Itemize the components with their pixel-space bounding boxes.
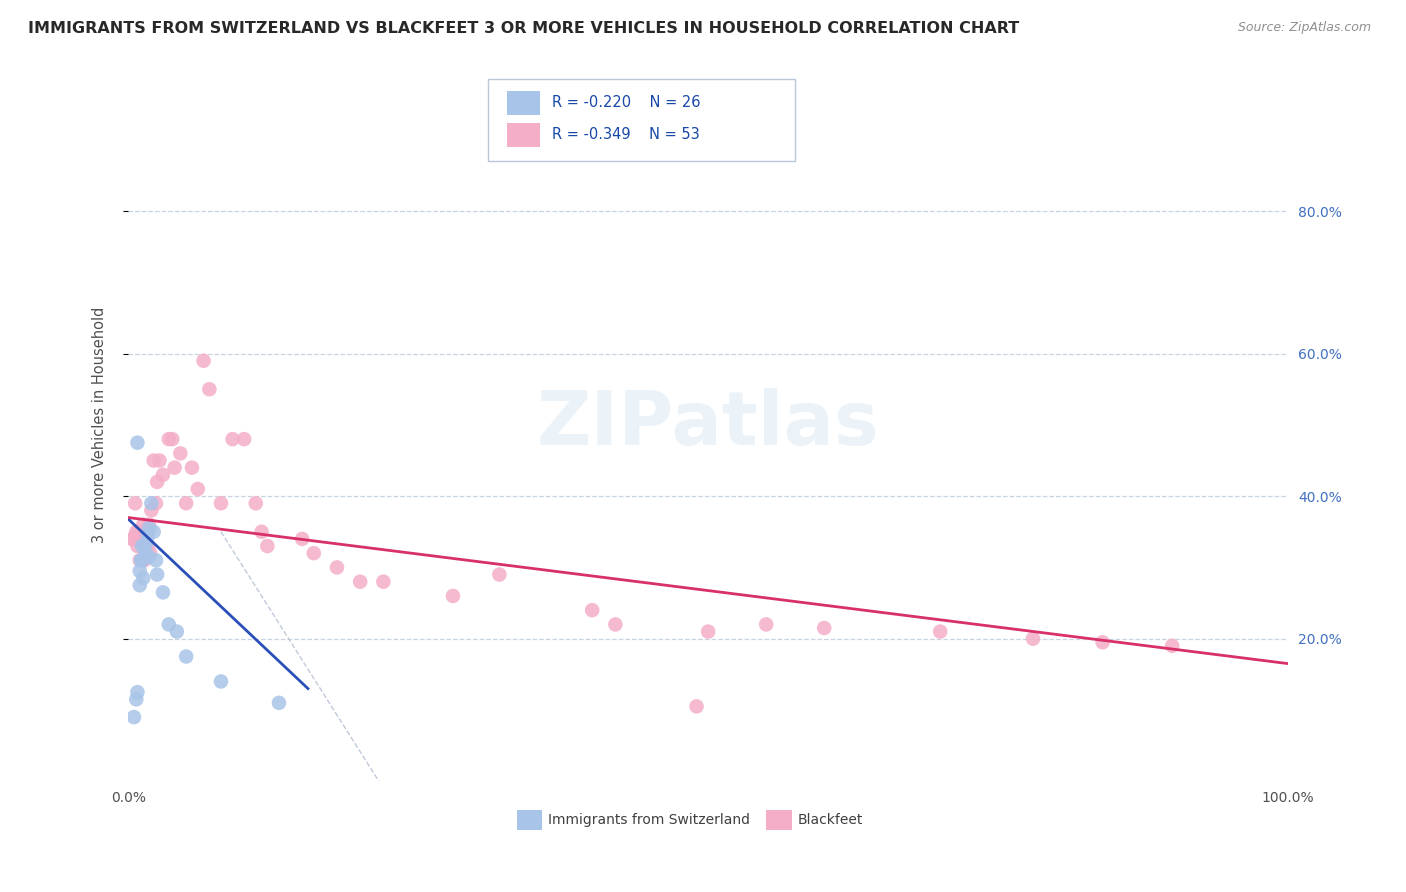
Point [125,692,148,706]
Point [135,524,157,539]
Text: Blackfeet: Blackfeet [797,813,863,827]
Point [135,546,157,560]
Text: ZIPatlas: ZIPatlas [537,388,880,461]
Point [141,496,163,510]
Point [1161,639,1184,653]
Point [145,553,167,567]
Text: R = -0.349    N = 53: R = -0.349 N = 53 [551,128,699,143]
Point [250,524,273,539]
Point [128,553,150,567]
Point [124,496,146,510]
Point [141,503,163,517]
FancyBboxPatch shape [488,79,796,161]
Point [181,460,204,475]
Point [138,521,160,535]
Point [131,539,153,553]
Point [302,546,325,560]
Point [169,446,191,460]
Point [349,574,371,589]
Point [138,517,160,532]
Point [209,496,232,510]
Point [145,496,167,510]
Point [148,453,170,467]
Point [291,532,314,546]
Point [166,624,188,639]
Text: Immigrants from Switzerland: Immigrants from Switzerland [548,813,749,827]
Point [163,460,186,475]
Point [127,539,149,553]
Point [162,432,184,446]
Text: R = -0.220    N = 26: R = -0.220 N = 26 [551,95,700,111]
Point [581,603,603,617]
Point [142,453,165,467]
Point [256,539,278,553]
Point [146,567,169,582]
Point [174,496,197,510]
FancyBboxPatch shape [508,91,540,115]
Point [267,696,290,710]
FancyBboxPatch shape [766,810,792,830]
Point [128,578,150,592]
Point [136,528,159,542]
Point [488,567,510,582]
FancyBboxPatch shape [517,810,543,830]
Point [685,699,707,714]
Point [127,435,149,450]
Point [929,624,952,639]
Point [122,710,145,724]
Point [326,560,349,574]
Point [221,432,243,446]
Point [131,553,153,567]
Point [132,517,155,532]
Point [121,532,143,546]
Point [125,524,148,539]
Point [134,553,156,567]
Point [1091,635,1114,649]
Point [1022,632,1045,646]
Point [198,382,221,396]
Point [174,649,197,664]
Point [605,617,627,632]
Point [136,539,159,553]
Text: IMMIGRANTS FROM SWITZERLAND VS BLACKFEET 3 OR MORE VEHICLES IN HOUSEHOLD CORRELA: IMMIGRANTS FROM SWITZERLAND VS BLACKFEET… [28,21,1019,37]
Text: Source: ZipAtlas.com: Source: ZipAtlas.com [1237,21,1371,35]
Point [135,535,157,549]
Point [755,617,778,632]
Point [129,553,152,567]
Point [127,685,149,699]
Y-axis label: 3 or more Vehicles in Household: 3 or more Vehicles in Household [93,307,107,543]
Point [122,532,145,546]
Point [152,467,174,482]
Point [697,624,720,639]
Point [193,353,215,368]
Point [131,539,153,553]
Point [209,674,232,689]
Point [146,475,169,489]
Point [128,564,150,578]
Point [138,549,160,564]
FancyBboxPatch shape [508,123,540,147]
Point [135,524,157,539]
Point [233,432,256,446]
Point [373,574,395,589]
Point [441,589,464,603]
Point [157,617,180,632]
Point [157,432,180,446]
Point [132,571,155,585]
Point [245,496,267,510]
Point [128,524,150,539]
Point [142,524,165,539]
Point [134,539,156,553]
Point [187,482,209,496]
Point [152,585,174,599]
Point [813,621,835,635]
Point [139,546,162,560]
